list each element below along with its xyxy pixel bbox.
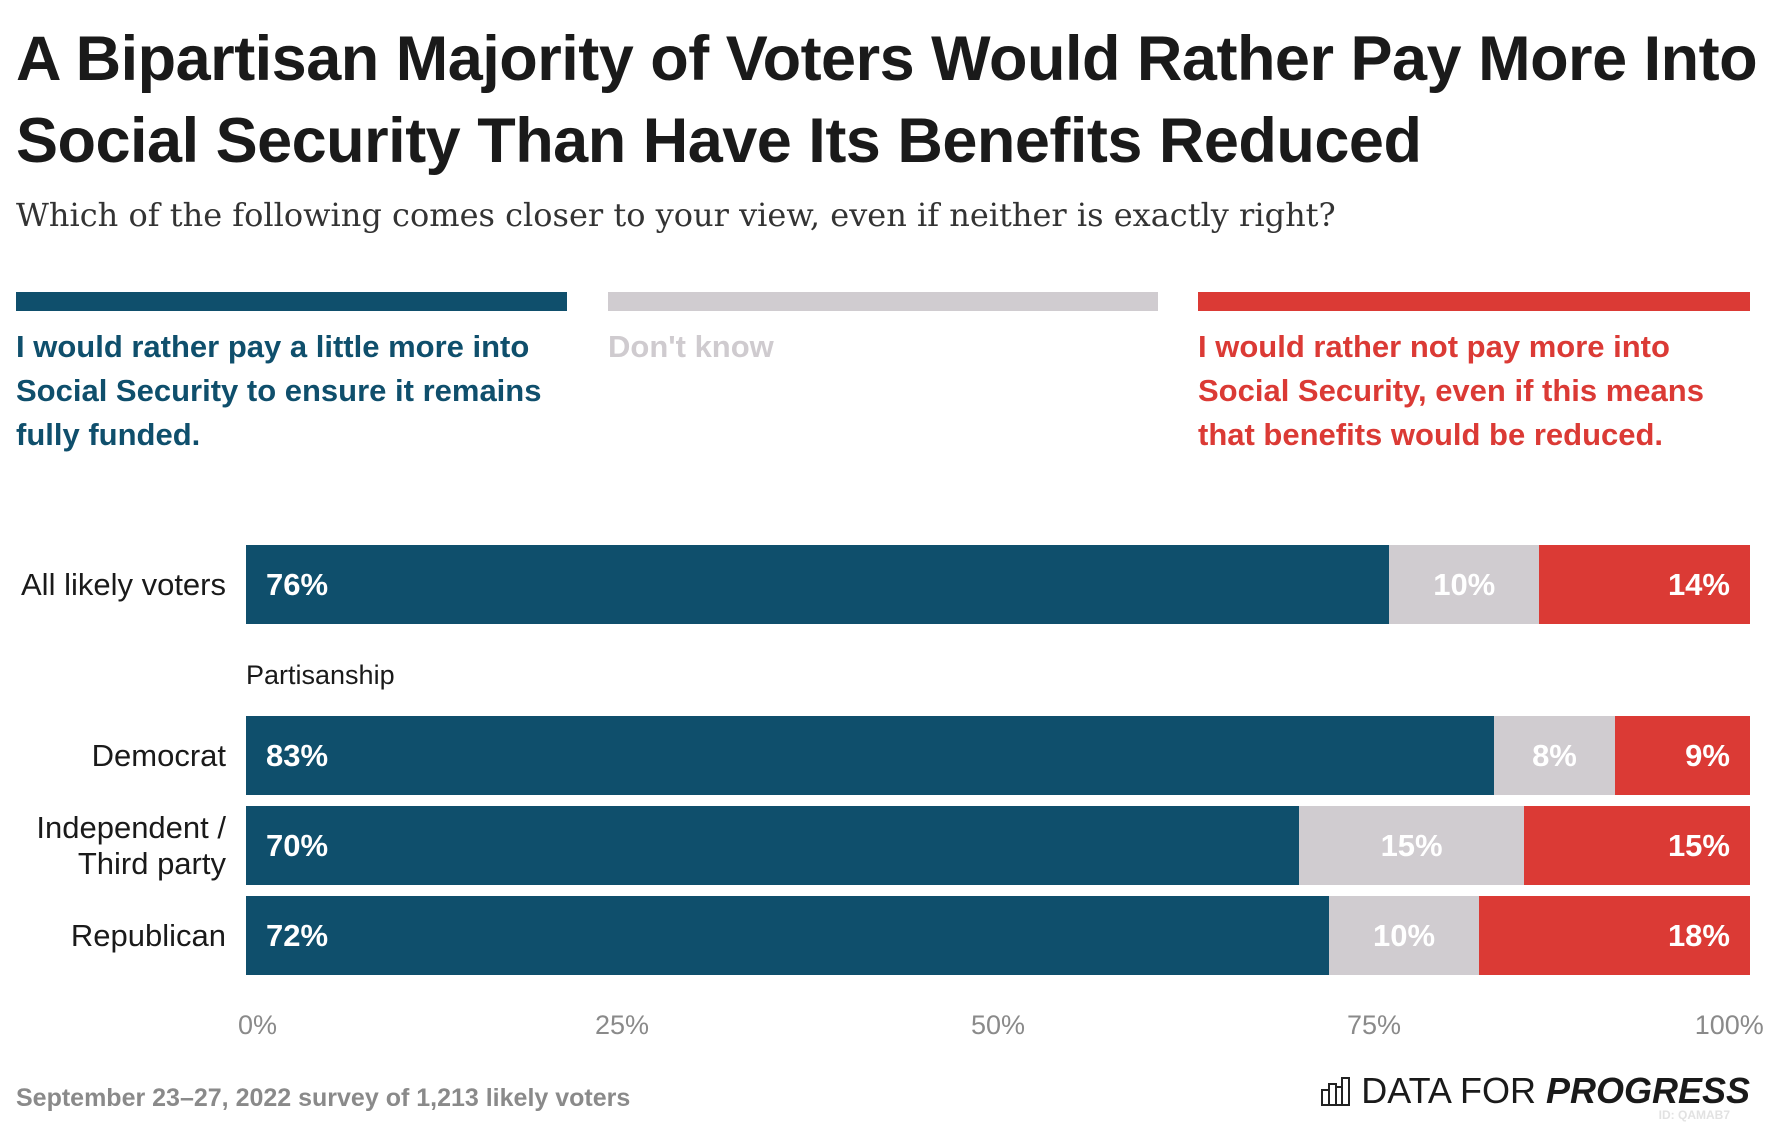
legend-swatch	[608, 292, 1158, 311]
x-tick-label: 75%	[1346, 1010, 1402, 1040]
data-label: 10%	[1433, 567, 1496, 602]
data-label: 14%	[1667, 567, 1730, 602]
bar-row: 76% 10% 14%	[246, 545, 1750, 624]
bar-segment: 10%	[1389, 545, 1540, 624]
legend-item: Don't know	[608, 292, 1158, 369]
bar-chart-icon	[1321, 1077, 1351, 1106]
category-label: Democrat	[91, 737, 226, 773]
data-label: 70%	[266, 828, 329, 863]
bar-segment: 14%	[1539, 545, 1750, 624]
logo-text-light: DATA FOR	[1361, 1070, 1536, 1111]
bar-row: 70% 15% 15%	[246, 806, 1750, 885]
bar-segment: 18%	[1479, 896, 1750, 975]
bar-segment: 10%	[1328, 896, 1480, 975]
data-label: 9%	[1685, 738, 1730, 773]
data-label: 18%	[1667, 918, 1730, 953]
bar-segment: 8%	[1494, 716, 1615, 795]
bar-segment: 83%	[246, 716, 1495, 795]
legend-swatch	[1198, 292, 1750, 311]
watermark-id: ID: QAMAB7	[1658, 1108, 1730, 1122]
x-tick-label: 0%	[238, 1010, 278, 1040]
bar-segment: 15%	[1298, 806, 1525, 885]
data-label: 76%	[266, 567, 329, 602]
bar-row: 83% 8% 9%	[246, 716, 1750, 795]
chart-title: A Bipartisan Majority of Voters Would Ra…	[16, 24, 1758, 176]
bar-segment: 15%	[1524, 806, 1750, 885]
data-label: 72%	[266, 918, 329, 953]
data-label: 83%	[266, 738, 329, 773]
category-label: Independent / Third party	[36, 809, 226, 881]
category-label: All likely voters	[21, 566, 226, 602]
chart-subtitle: Which of the following comes closer to y…	[16, 196, 1336, 234]
data-for-progress-logo: DATA FOR PROGRESS	[1321, 1070, 1750, 1112]
legend-item: I would rather not pay more into Social …	[1198, 292, 1750, 457]
bar-segment: 9%	[1614, 716, 1750, 795]
bar-row: 72% 10% 18%	[246, 896, 1750, 975]
data-label: 8%	[1532, 738, 1577, 773]
data-label: 15%	[1667, 828, 1730, 863]
data-label: 10%	[1373, 918, 1436, 953]
legend-label: I would rather not pay more into Social …	[1198, 329, 1704, 452]
category-label: Republican	[70, 917, 226, 953]
x-tick-label: 25%	[594, 1010, 650, 1040]
logo-text-bold: PROGRESS	[1545, 1070, 1750, 1111]
legend-item: I would rather pay a little more into So…	[16, 292, 567, 457]
legend-label: I would rather pay a little more into So…	[16, 329, 542, 452]
x-tick-label: 100%	[1694, 1010, 1764, 1040]
group-label-partisanship: Partisanship	[246, 660, 395, 690]
bar-segment: 70%	[246, 806, 1299, 885]
data-label: 15%	[1380, 828, 1443, 863]
legend-label: Don't know	[608, 329, 774, 364]
x-tick-label: 50%	[970, 1010, 1026, 1040]
bar-segment: 72%	[246, 896, 1329, 975]
footer-source: September 23–27, 2022 survey of 1,213 li…	[16, 1084, 631, 1112]
bar-segment: 76%	[246, 545, 1390, 624]
legend-swatch	[16, 292, 567, 311]
